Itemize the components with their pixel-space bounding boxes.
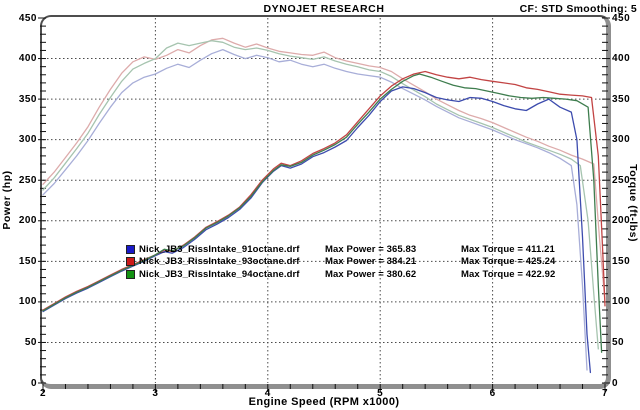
correction-smoothing-status: CF: STD Smoothing: 5: [519, 3, 637, 15]
legend-row: Nick_JB3_RissIntake_91octane.drf Max Powe…: [126, 243, 555, 256]
legend-max-power: Max Power = 384.21: [325, 256, 417, 268]
torque-tick-label: 0: [612, 377, 619, 389]
legend-row: Nick_JB3_RissIntake_93octane.drf Max Powe…: [126, 256, 555, 269]
legend-run-filename: Nick_JB3_RissIntake_94octane.drf: [139, 268, 300, 280]
legend-swatch: [126, 269, 135, 279]
y-axis-label-torque: Torque (ft-lbs): [627, 164, 639, 242]
torque-tick-label: 400: [612, 53, 631, 65]
torque-tick-label: 350: [612, 93, 631, 105]
legend: Nick_JB3_RissIntake_91octane.drf Max Powe…: [126, 243, 555, 281]
legend-run-filename: Nick_JB3_RissIntake_93octane.drf: [139, 256, 300, 268]
torque-tick-label: 300: [612, 134, 631, 146]
power-tick-label: 50: [24, 336, 37, 348]
power-tick-label: 400: [18, 53, 37, 65]
torque-tick-label: 100: [612, 296, 631, 308]
power-tick-label: 300: [18, 134, 37, 146]
power-tick-label: 450: [18, 12, 37, 24]
page-title: DYNOJET RESEARCH: [263, 3, 385, 15]
legend-run-filename: Nick_JB3_RissIntake_91octane.drf: [139, 243, 300, 255]
legend-swatch: [126, 244, 135, 254]
rpm-tick-label: 2: [39, 388, 47, 399]
legend-max-power: Max Power = 380.62: [325, 268, 417, 280]
legend-max-torque: Max Torque = 425.24: [461, 256, 556, 268]
torque-tick-label: 50: [612, 336, 625, 348]
power-tick-label: 150: [18, 255, 37, 267]
y-axis-label-power: Power (hp): [1, 170, 13, 230]
plot-frame: [40, 15, 611, 389]
legend-max-torque: Max Torque = 422.92: [461, 268, 556, 280]
legend-row: Nick_JB3_RissIntake_94octane.drf Max Powe…: [126, 268, 555, 281]
x-axis-label: Engine Speed (RPM x1000): [248, 396, 400, 408]
power-tick-label: 350: [18, 93, 37, 105]
legend-max-torque: Max Torque = 411.21: [461, 243, 555, 255]
legend-max-power: Max Power = 365.83: [325, 243, 417, 255]
legend-swatch: [126, 257, 135, 267]
power-tick-label: 0: [30, 377, 37, 389]
rpm-tick-label: 7: [601, 388, 609, 399]
power-tick-label: 100: [18, 296, 37, 308]
